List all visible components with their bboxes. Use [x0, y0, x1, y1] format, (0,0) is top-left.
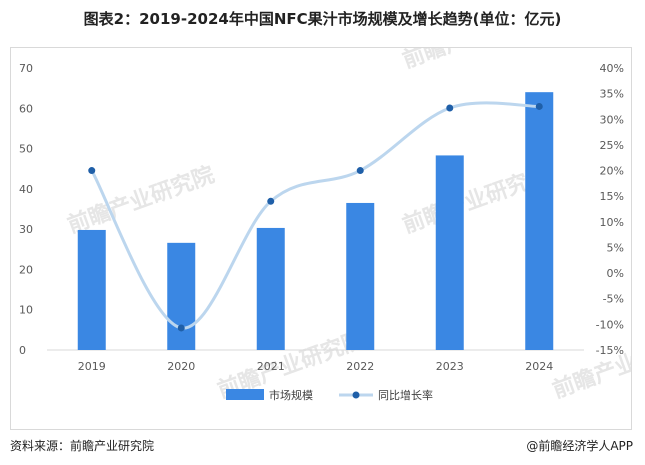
growth-point-2019 — [88, 167, 96, 175]
chart-canvas: 前瞻产业研究院前瞻产业研究院前瞻产业研究院前瞻产业研究院前瞻产业研究院01020… — [19, 48, 631, 404]
legend-line-label: 同比增长率 — [378, 388, 433, 402]
watermark-3: 前瞻产业研究院 — [549, 327, 631, 404]
growth-rate-line — [90, 101, 540, 330]
growth-point-2020 — [177, 324, 185, 332]
y-left-tick-6: 60 — [19, 102, 33, 115]
watermark-0: 前瞻产业研究院 — [64, 162, 218, 239]
y-right-tick-3: 0% — [607, 267, 624, 280]
watermark-4: 前瞻产业研究院 — [399, 48, 553, 74]
bar-2020 — [167, 242, 196, 350]
x-tick-2024: 2024 — [525, 360, 553, 373]
bar-2023 — [435, 155, 464, 350]
source-note: 资料来源：前瞻产业研究院 — [10, 439, 155, 453]
growth-point-2024 — [535, 102, 543, 110]
y-left-tick-2: 20 — [19, 263, 33, 276]
y-left-tick-4: 40 — [19, 183, 33, 196]
y-left-tick-1: 10 — [19, 304, 33, 317]
bar-2024 — [525, 92, 554, 350]
chart-frame: 前瞻产业研究院前瞻产业研究院前瞻产业研究院前瞻产业研究院前瞻产业研究院01020… — [10, 47, 632, 430]
growth-point-2022 — [356, 167, 364, 175]
bar-2021 — [256, 227, 285, 350]
y-right-tick-0: -15% — [596, 344, 624, 357]
y-right-tick-2: -5% — [603, 293, 624, 306]
x-tick-2020: 2020 — [167, 360, 195, 373]
legend-bar-label: 市场规模 — [269, 388, 313, 402]
y-right-tick-6: 15% — [600, 190, 624, 203]
y-right-tick-7: 20% — [600, 165, 624, 178]
y-right-tick-1: -10% — [596, 318, 624, 331]
bar-2022 — [346, 202, 375, 350]
y-right-tick-8: 25% — [600, 139, 624, 152]
y-right-tick-11: 40% — [600, 62, 624, 75]
y-left-tick-0: 0 — [19, 344, 26, 357]
growth-point-2023 — [446, 104, 454, 112]
legend-line-marker — [352, 391, 360, 399]
y-left-tick-3: 30 — [19, 223, 33, 236]
x-tick-2021: 2021 — [257, 360, 285, 373]
x-tick-2019: 2019 — [78, 360, 106, 373]
y-right-tick-9: 30% — [600, 113, 624, 126]
y-right-tick-5: 10% — [600, 216, 624, 229]
y-left-tick-5: 50 — [19, 143, 33, 156]
bar-2019 — [77, 229, 106, 350]
brand-note: @前瞻经济学人APP — [526, 439, 633, 453]
chart-title: 图表2：2019-2024年中国NFC果汁市场规模及增长趋势(单位：亿元) — [83, 10, 562, 28]
y-right-tick-10: 35% — [600, 88, 624, 101]
x-tick-2023: 2023 — [436, 360, 464, 373]
y-left-tick-7: 70 — [19, 62, 33, 75]
legend-bar-swatch — [226, 389, 264, 400]
growth-point-2021 — [267, 197, 275, 205]
y-right-tick-4: 5% — [607, 241, 624, 254]
x-tick-2022: 2022 — [346, 360, 374, 373]
